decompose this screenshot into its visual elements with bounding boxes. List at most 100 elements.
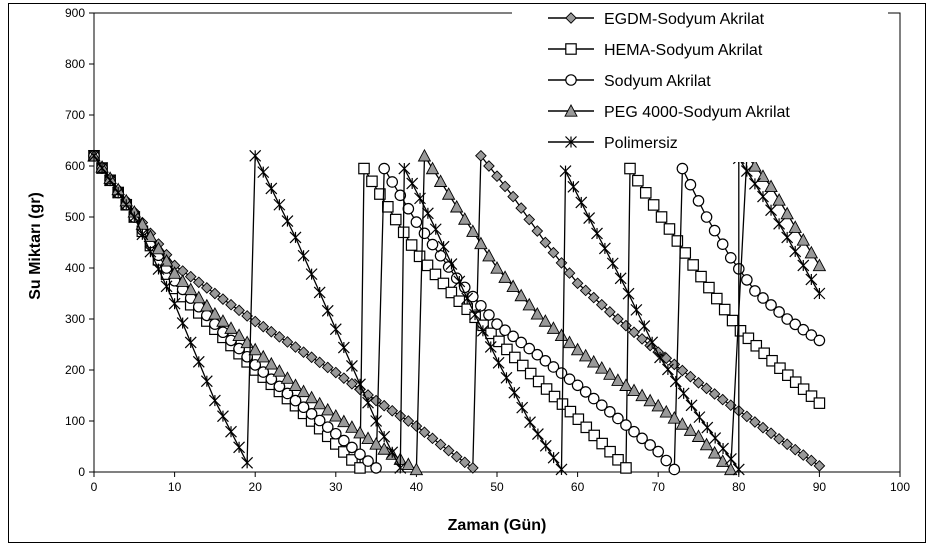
data-point-marker [329, 427, 342, 440]
data-point-marker [700, 211, 713, 223]
data-point-marker [742, 332, 755, 345]
data-point-marker [555, 463, 568, 476]
data-point-marker [441, 187, 456, 200]
data-point-marker [386, 446, 399, 459]
data-point-marker [208, 394, 221, 407]
data-point-marker [192, 290, 206, 304]
data-point-marker [772, 193, 786, 206]
data-point-marker [547, 246, 560, 259]
data-point-marker [724, 251, 737, 264]
data-point-marker [445, 258, 458, 270]
data-point-marker [757, 292, 769, 304]
data-point-marker [639, 187, 652, 199]
data-point-marker [394, 410, 407, 422]
data-point-marker [289, 341, 302, 353]
data-point-marker [724, 453, 737, 465]
data-point-marker [591, 227, 603, 240]
data-point-marker [516, 359, 529, 372]
data-point-marker [426, 432, 439, 445]
data-point-marker [676, 162, 689, 175]
data-point-marker [506, 279, 520, 293]
data-point-marker [562, 335, 577, 349]
data-point-marker [630, 303, 643, 316]
legend-label: HEMA-Sodyum Akrilat [604, 42, 763, 59]
data-point-marker [144, 245, 157, 258]
data-point-marker [281, 215, 294, 228]
data-point-marker [361, 431, 375, 444]
data-point-marker [192, 276, 205, 289]
data-point-marker [652, 346, 665, 358]
data-point-marker [482, 248, 496, 262]
data-point-marker [691, 429, 706, 442]
data-point-marker [717, 442, 729, 455]
data-point-marker [491, 170, 503, 183]
data-point-marker [370, 415, 383, 427]
data-point-marker [418, 426, 431, 439]
data-point-marker [320, 402, 335, 416]
data-point-marker [660, 454, 673, 467]
data-point-marker [442, 444, 455, 457]
data-point-marker [136, 228, 149, 241]
data-point-marker [338, 372, 350, 384]
data-point-marker [312, 396, 327, 410]
data-point-marker [168, 297, 181, 310]
data-point-marker [805, 273, 818, 286]
data-point-marker [509, 351, 521, 364]
legend: EGDM-Sodyum Akrilat HEMA-Sodyum Akrilat So… [512, 5, 888, 162]
data-point-marker [668, 358, 681, 371]
data-point-marker [586, 354, 601, 368]
legend-item: HEMA-Sodyum Akrilat [548, 42, 763, 59]
x-tick-label: 60 [571, 480, 585, 494]
data-point-marker [425, 161, 440, 175]
data-point-marker [732, 463, 745, 476]
data-point-marker [677, 387, 690, 400]
data-point-marker [394, 189, 407, 202]
data-point-marker [789, 443, 802, 456]
data-point-marker [96, 162, 108, 174]
data-point-marker [703, 281, 715, 294]
data-point-marker [484, 341, 497, 353]
data-point-marker [571, 379, 584, 392]
data-point-marker [531, 225, 544, 237]
x-axis: 0 10 20 30 40 50 60 70 80 90 100 [91, 472, 910, 494]
data-point-marker [410, 420, 423, 432]
data-point-marker [233, 304, 245, 317]
data-point-marker [217, 293, 229, 305]
data-point-marker [748, 177, 761, 190]
data-point-marker [499, 180, 511, 193]
series-polimersiz [88, 149, 826, 476]
data-point-marker [579, 284, 592, 297]
legend-label: Sodyum Akrilat [604, 73, 711, 90]
data-point-marker [514, 288, 528, 302]
data-point-marker [765, 204, 777, 217]
data-point-marker [675, 417, 690, 430]
data-point-marker [265, 182, 278, 195]
data-point-marker [248, 342, 262, 356]
data-point-marker [716, 393, 729, 406]
data-point-marker [757, 190, 769, 203]
data-point-marker [297, 249, 310, 262]
legend-label: PEG 4000-Sodyum Akrilat [604, 104, 790, 121]
data-point-marker [273, 198, 286, 211]
data-point-marker [699, 437, 714, 451]
data-point-marker [329, 323, 342, 336]
data-point-marker [797, 449, 810, 461]
data-point-marker [773, 217, 786, 230]
data-point-marker [313, 286, 326, 299]
data-point-marker [167, 266, 182, 279]
data-point-marker [120, 198, 133, 211]
data-point-marker [628, 326, 640, 339]
data-point-marker [539, 439, 552, 452]
x-tick-label: 10 [168, 480, 182, 494]
series-layer [87, 148, 827, 476]
data-point-marker [611, 373, 625, 386]
data-point-marker [346, 441, 358, 454]
x-tick-label: 20 [249, 480, 263, 494]
data-point-marker [669, 375, 682, 388]
data-point-marker [749, 285, 761, 297]
data-point-marker [813, 334, 826, 347]
data-point-marker [667, 410, 682, 424]
x-tick-label: 80 [732, 480, 746, 494]
data-point-marker [522, 297, 536, 311]
data-point-marker [498, 270, 512, 283]
